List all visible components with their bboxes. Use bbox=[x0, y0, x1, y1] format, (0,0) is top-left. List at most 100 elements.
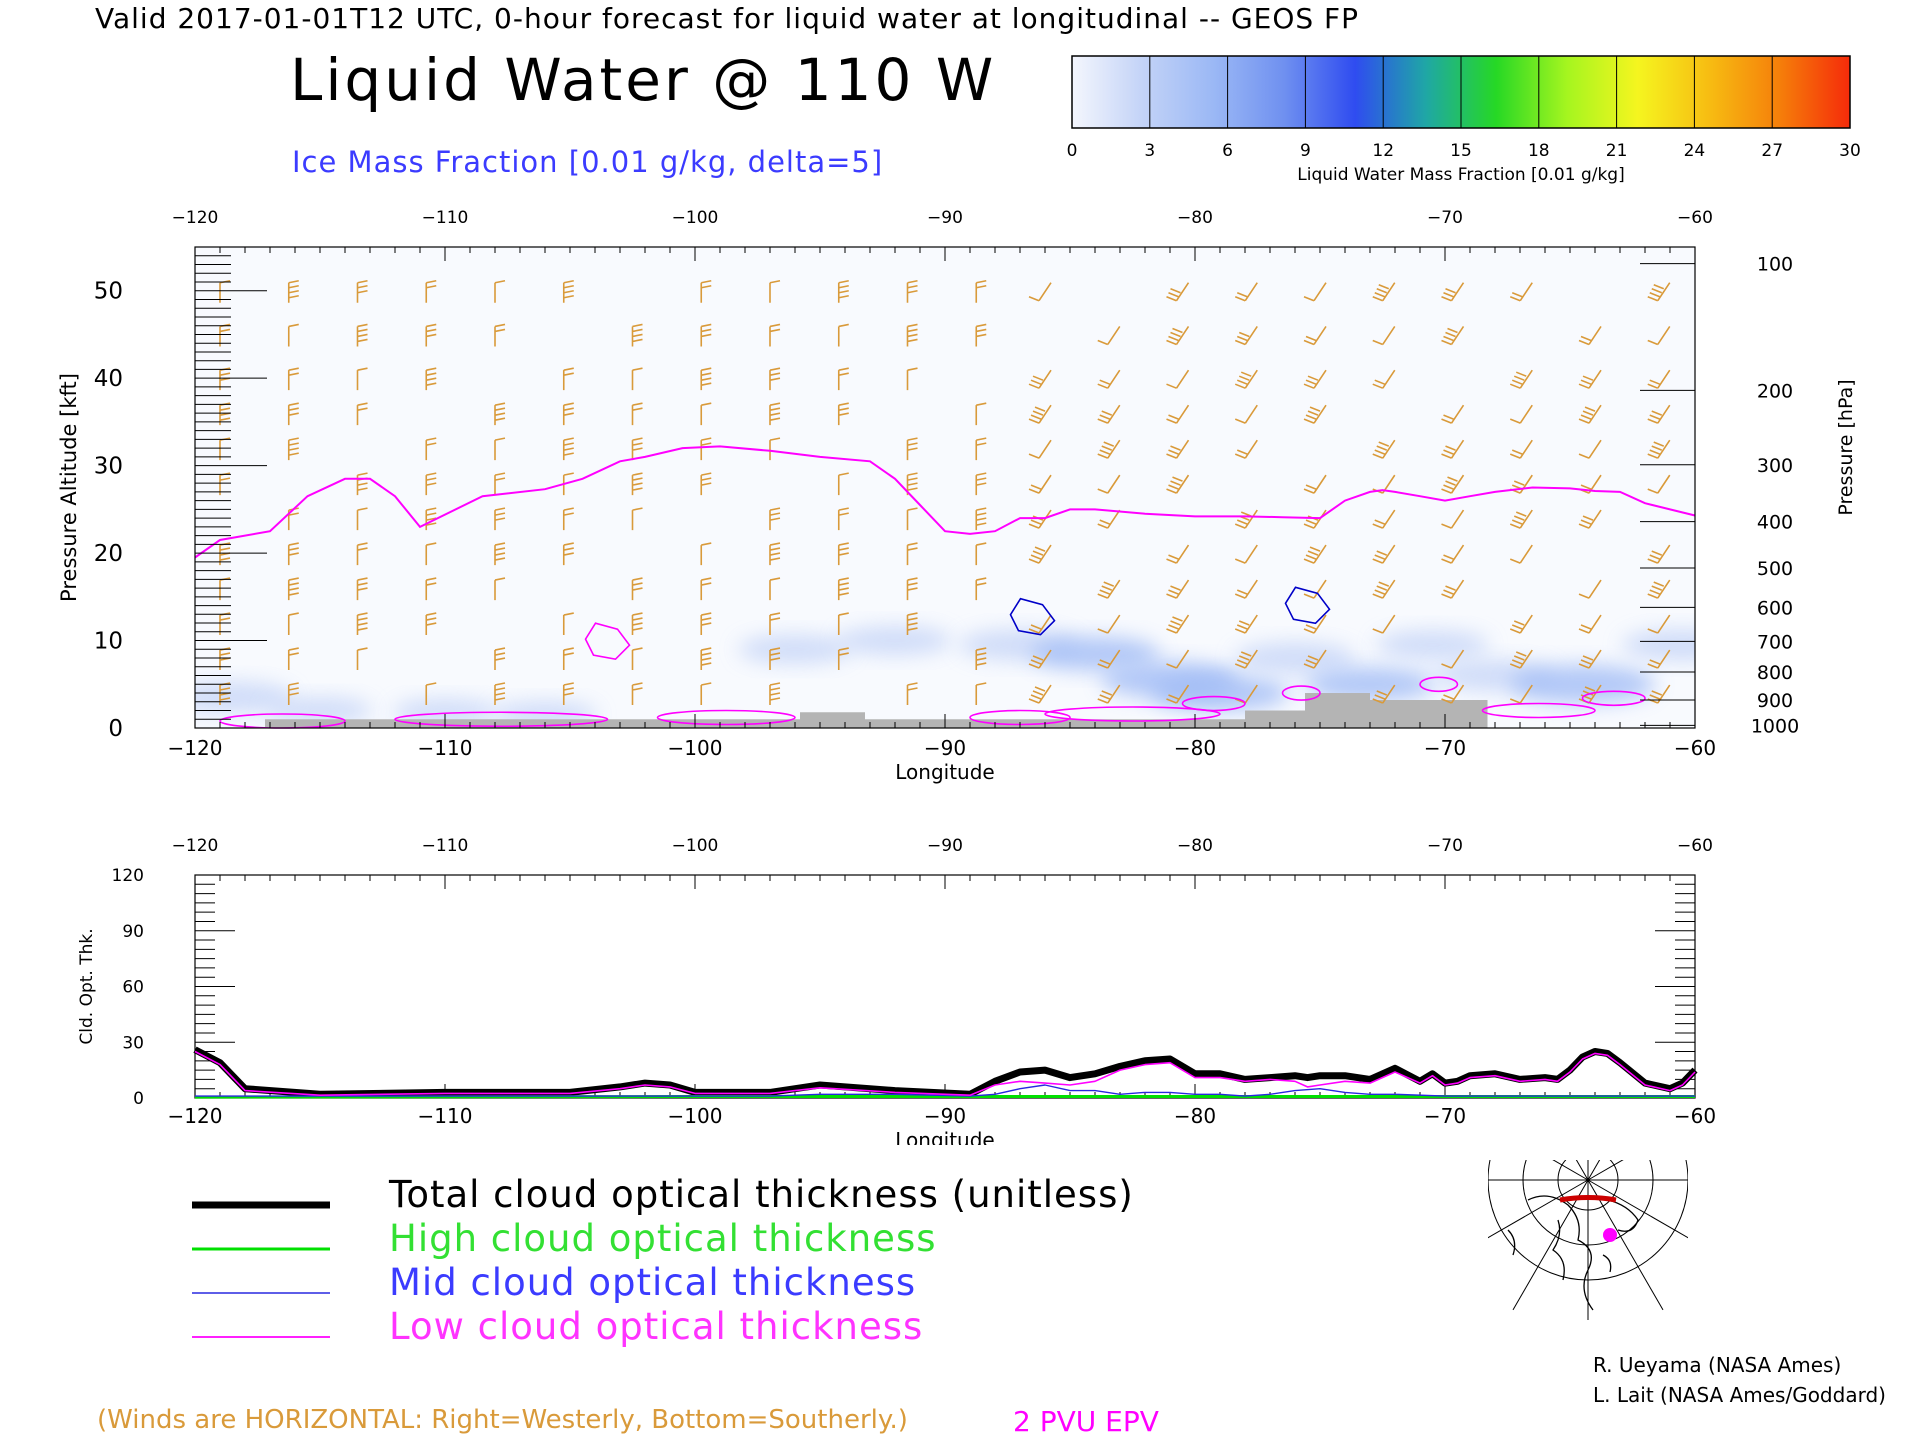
wind-barb bbox=[1372, 369, 1396, 389]
wind-barb bbox=[700, 402, 712, 426]
wind-barb bbox=[975, 682, 987, 706]
liquid-water-patch bbox=[1151, 674, 1289, 712]
pressure-tick-label: 100 bbox=[1757, 254, 1793, 276]
wind-barb bbox=[287, 437, 299, 461]
wind-barb bbox=[1441, 474, 1465, 494]
wind-barb bbox=[1028, 404, 1052, 424]
wind-barb bbox=[494, 577, 506, 601]
low-contour bbox=[1419, 676, 1459, 693]
wind-barb bbox=[700, 682, 712, 706]
wind-barb bbox=[975, 402, 987, 426]
low-contour bbox=[1181, 695, 1246, 712]
wind-barb bbox=[1509, 509, 1533, 529]
wind-barb bbox=[1303, 544, 1327, 564]
wind-barb bbox=[1303, 649, 1327, 669]
cross-section-chart: −120 −120 −110 −110 −100 −100 −90 −90 −80 −80 −70 −… bbox=[57, 208, 1857, 784]
wind-barb bbox=[1028, 509, 1052, 529]
wind-barb bbox=[1234, 544, 1258, 564]
wind-barb bbox=[1166, 614, 1190, 634]
y-tick-label: 0 bbox=[133, 1089, 144, 1109]
wind-barb bbox=[1166, 282, 1190, 302]
wind-barb bbox=[1578, 649, 1602, 669]
wind-barb bbox=[1234, 326, 1258, 346]
wind-barb bbox=[1097, 684, 1121, 704]
wind-barb bbox=[1441, 282, 1465, 302]
wind-barb bbox=[1303, 614, 1327, 634]
ice-contour bbox=[1009, 597, 1056, 636]
legend-item: High cloud optical thickness bbox=[192, 1217, 936, 1260]
wind-barb bbox=[1509, 439, 1533, 459]
colorbar-tick-label: 12 bbox=[1372, 141, 1394, 161]
wind-barb bbox=[356, 507, 368, 531]
map-meridian bbox=[1512, 1179, 1589, 1311]
x-tick-label-top: −100 bbox=[672, 836, 719, 856]
wind-barb bbox=[287, 542, 299, 566]
wind-barb bbox=[631, 682, 643, 706]
x-tick-label: −70 bbox=[1424, 736, 1466, 760]
wind-barb bbox=[631, 472, 643, 496]
wind-barb bbox=[425, 279, 437, 303]
wind-barb bbox=[1372, 579, 1396, 599]
wind-barb bbox=[769, 367, 781, 391]
wind-barb bbox=[975, 323, 987, 347]
wind-barb bbox=[1647, 439, 1671, 459]
wind-barb bbox=[837, 507, 849, 531]
wind-barb bbox=[631, 437, 643, 461]
wind-barb bbox=[494, 682, 506, 706]
wind-barb bbox=[837, 323, 849, 347]
x-tick-label-top: −80 bbox=[1177, 208, 1213, 228]
wind-barb bbox=[1372, 509, 1396, 529]
wind-barb bbox=[1303, 509, 1327, 529]
wind-barb bbox=[1234, 404, 1258, 424]
wind-barb bbox=[287, 323, 299, 347]
wind-barb bbox=[494, 647, 506, 671]
wind-barb bbox=[975, 437, 987, 461]
wind-barb bbox=[1028, 544, 1052, 564]
low-contour bbox=[656, 709, 796, 726]
x-tick-label: −110 bbox=[418, 1104, 473, 1128]
terrain-block bbox=[865, 719, 1245, 728]
x-tick-label-top: −90 bbox=[927, 836, 963, 856]
wind-barb bbox=[1166, 404, 1190, 424]
wind-barb bbox=[975, 279, 987, 303]
inset-map bbox=[1488, 1160, 1688, 1320]
low-contour bbox=[394, 711, 609, 728]
wind-barb bbox=[631, 507, 643, 531]
wind-barb bbox=[1647, 579, 1671, 599]
wind-barb bbox=[1578, 614, 1602, 634]
x-tick-label-top: −70 bbox=[1427, 208, 1463, 228]
wind-barb bbox=[700, 323, 712, 347]
y-axis-label: Pressure Altitude [kft] bbox=[57, 373, 81, 602]
x-tick-label-top: −120 bbox=[172, 836, 219, 856]
wind-barb bbox=[287, 612, 299, 636]
pressure-tick-label: 200 bbox=[1757, 380, 1793, 402]
wind-barb bbox=[1028, 369, 1052, 389]
wind-barb bbox=[287, 682, 299, 706]
low-contour bbox=[1281, 685, 1321, 701]
y-axis-label: Cld. Opt. Thk. bbox=[77, 928, 97, 1044]
wind-barb bbox=[287, 279, 299, 303]
pressure-tick-label: 300 bbox=[1757, 455, 1793, 477]
pressure-tick-label: 800 bbox=[1757, 662, 1793, 684]
wind-barb bbox=[494, 437, 506, 461]
wind-barb bbox=[1234, 649, 1258, 669]
legend-item: Mid cloud optical thickness bbox=[192, 1261, 916, 1304]
legend-label: Mid cloud optical thickness bbox=[389, 1261, 916, 1304]
wind-barb bbox=[1166, 474, 1190, 494]
x-tick-label: −70 bbox=[1424, 1104, 1466, 1128]
wind-barb bbox=[1234, 369, 1258, 389]
wind-barb bbox=[700, 472, 712, 496]
legend: Total cloud optical thickness (unitless)… bbox=[192, 1173, 1133, 1348]
map-coastline bbox=[1507, 1195, 1639, 1311]
wind-barb bbox=[1509, 369, 1533, 389]
wind-barb bbox=[906, 279, 918, 303]
legend-item: Total cloud optical thickness (unitless) bbox=[192, 1173, 1133, 1216]
pressure-tick-label: 1000 bbox=[1751, 715, 1799, 737]
wind-barb bbox=[356, 577, 368, 601]
wind-barb bbox=[1097, 439, 1121, 459]
wind-barb bbox=[356, 612, 368, 636]
y-tick-label: 30 bbox=[122, 1033, 144, 1053]
wind-barb bbox=[425, 507, 437, 531]
wind-barb bbox=[562, 682, 574, 706]
wind-barb bbox=[631, 612, 643, 636]
